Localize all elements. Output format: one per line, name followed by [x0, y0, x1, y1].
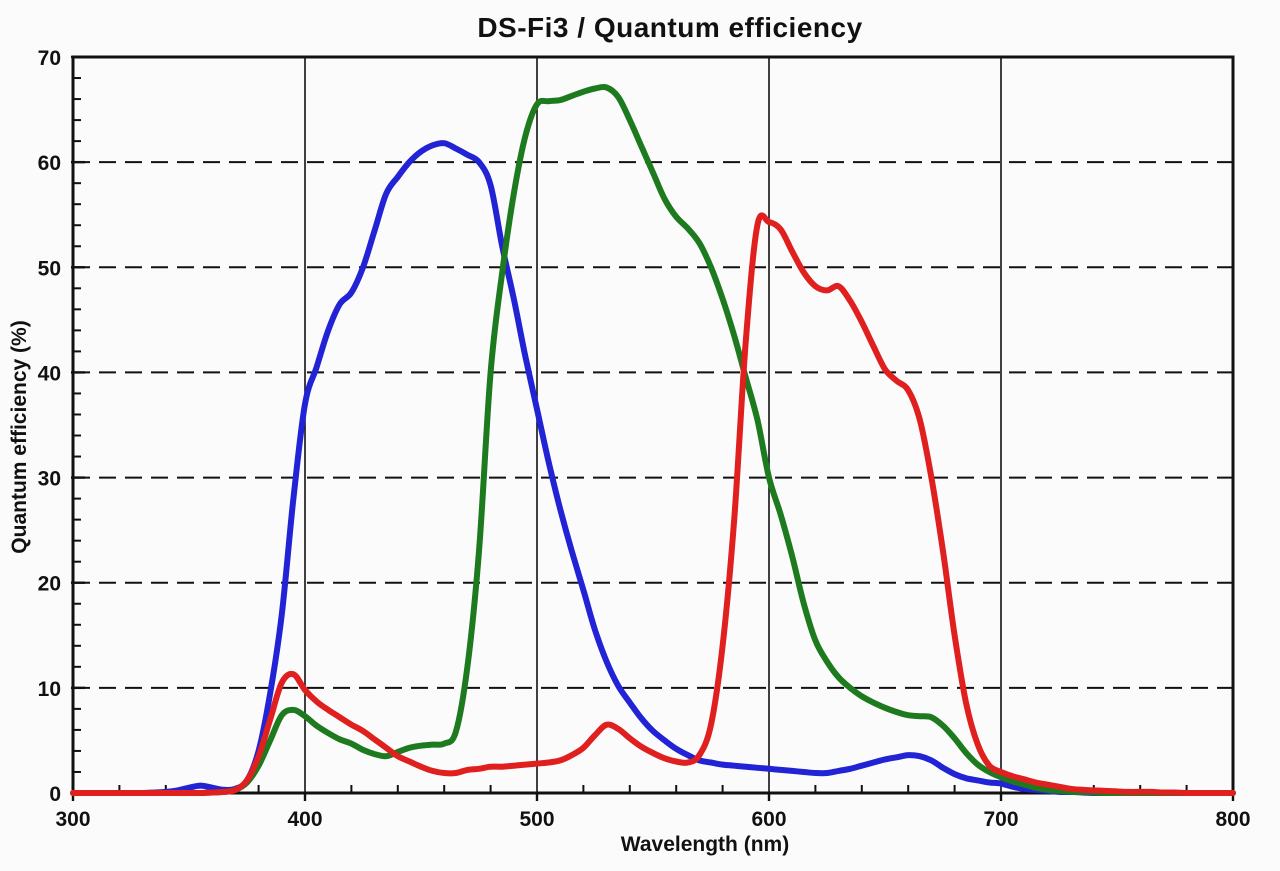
y-tick-label: 70 — [38, 47, 61, 70]
x-tick-label: 400 — [287, 808, 322, 831]
y-tick-label: 50 — [38, 257, 61, 280]
y-tick-label: 60 — [38, 152, 61, 175]
plot-border — [71, 55, 1235, 795]
y-tick-label: 20 — [38, 573, 61, 596]
y-tick-label: 40 — [38, 362, 61, 385]
y-tick-label: 10 — [38, 678, 61, 701]
curve-green-channel — [70, 83, 1236, 797]
x-tick-label: 700 — [983, 808, 1018, 831]
x-tick-label: 600 — [751, 808, 786, 831]
y-tick-label: 0 — [49, 783, 61, 806]
x-axis-title: Wavelength (nm) — [620, 833, 790, 856]
curve-red-channel — [70, 212, 1236, 797]
chart-title: DS-Fi3 / Quantum efficiency — [477, 12, 863, 43]
x-tick-label: 800 — [1215, 808, 1250, 831]
x-tick-label: 300 — [55, 808, 90, 831]
x-tick-label: 500 — [519, 808, 554, 831]
y-tick-label: 30 — [38, 468, 61, 491]
curve-blue-channel — [70, 140, 1236, 797]
